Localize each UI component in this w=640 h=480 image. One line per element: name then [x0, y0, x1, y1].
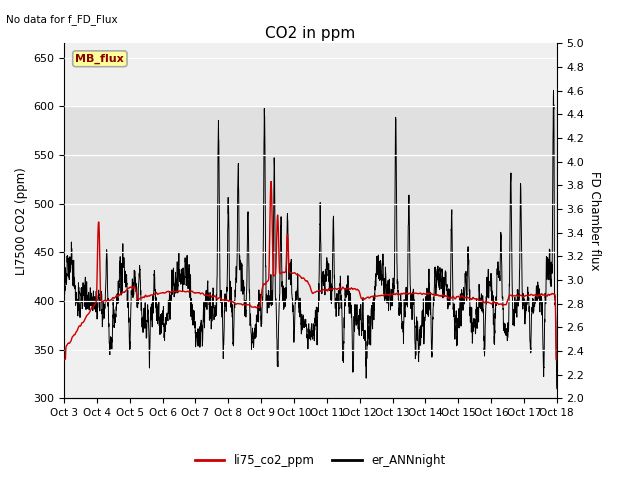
Text: MB_flux: MB_flux	[76, 54, 124, 64]
Bar	[64, 107, 557, 204]
Bar	[64, 204, 557, 301]
Y-axis label: FD Chamber flux: FD Chamber flux	[588, 171, 601, 271]
Text: No data for f_FD_Flux: No data for f_FD_Flux	[6, 14, 118, 25]
Y-axis label: LI7500 CO2 (ppm): LI7500 CO2 (ppm)	[15, 167, 28, 275]
Legend: li75_co2_ppm, er_ANNnight: li75_co2_ppm, er_ANNnight	[190, 449, 450, 472]
Title: CO2 in ppm: CO2 in ppm	[265, 25, 356, 41]
